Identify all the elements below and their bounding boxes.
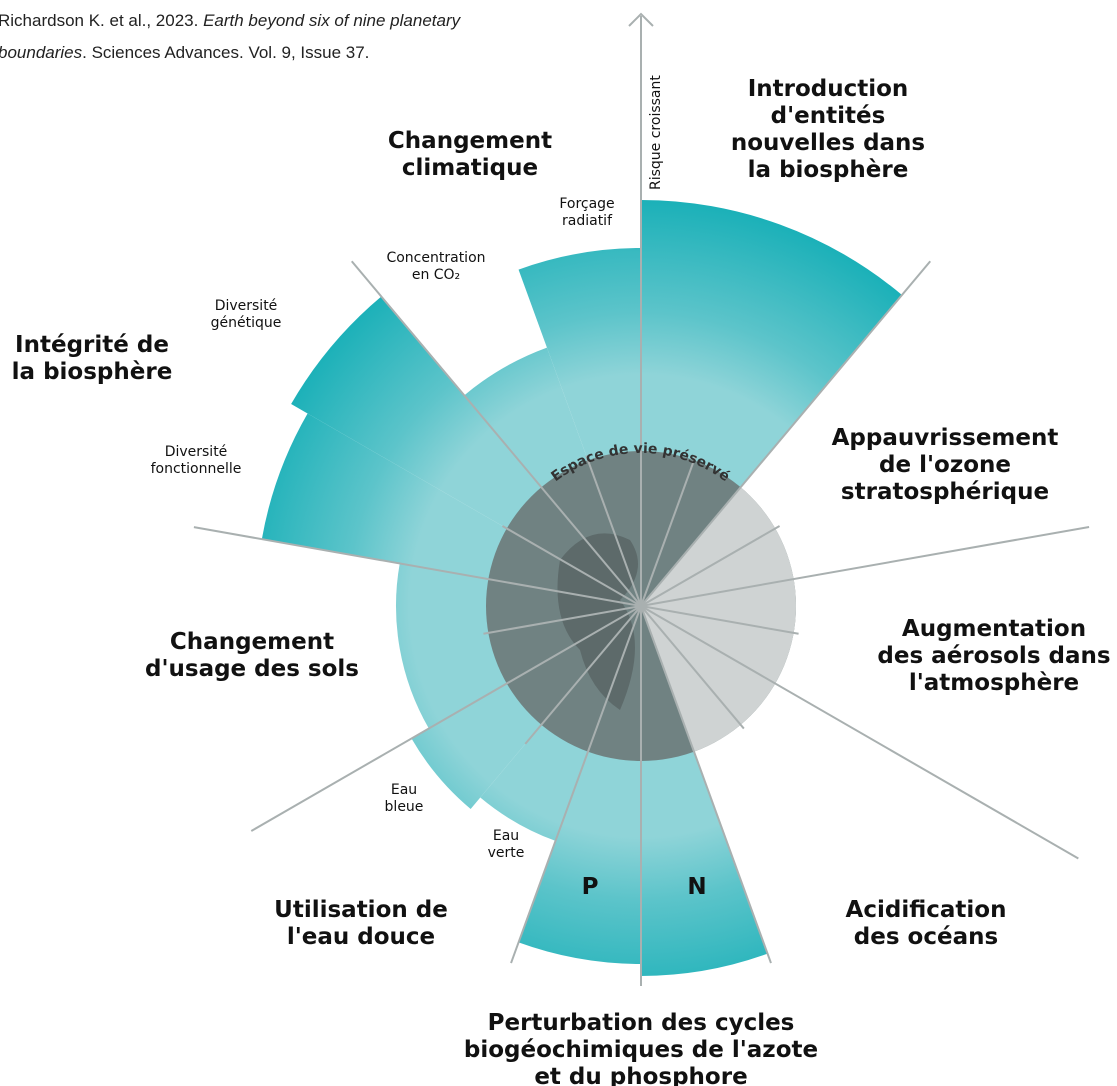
citation-title-end: boundaries [0, 43, 83, 62]
label: Diversité génétique [211, 298, 282, 331]
label: Augmentation des aérosols dans l'atmosphèr… [877, 616, 1110, 696]
boundary-line [640, 526, 1090, 607]
label-line: la biosphère [748, 157, 909, 183]
label-line: climatique [402, 155, 538, 181]
boundary-line [585, 455, 642, 607]
boundary-line [193, 526, 642, 607]
label-line: stratosphérique [841, 479, 1049, 505]
label-line: d'entités [771, 103, 886, 129]
label-line: des aérosols dans [877, 643, 1110, 669]
boundary-line [640, 525, 781, 607]
label: Utilisation de l'eau douce [274, 897, 448, 950]
label-line: en CO₂ [412, 267, 460, 283]
label-line: Eau [493, 828, 519, 844]
label-line: des océans [854, 924, 998, 950]
label-line: verte [488, 845, 525, 861]
label: Diversité fonctionnelle [151, 444, 242, 477]
label: Acidification des océans [846, 897, 1007, 950]
label-line: bleue [385, 799, 424, 815]
boundary-line [501, 525, 642, 607]
label-line: Changement [388, 128, 552, 154]
label: Perturbation des cycles biogéochimiques d… [464, 1010, 818, 1086]
label: Appauvrissement de l'ozone stratosphérique [832, 425, 1059, 505]
boundary-line [524, 605, 642, 745]
boundary-line [640, 605, 1079, 860]
label-line: Changement [170, 629, 334, 655]
label: Introduction d'entités nouvelles dans la bi… [731, 76, 925, 183]
boundary-line [640, 260, 932, 607]
boundary-line [510, 605, 642, 964]
citation-authors: Richardson K. et al., 2023. [0, 11, 203, 30]
label: Forçage radiatif [559, 196, 614, 229]
label: Intégrité de la biosphère [12, 332, 173, 385]
boundary-line [250, 605, 642, 832]
citation-2: boundaries. Sciences Advances. Vol. 9, I… [0, 43, 369, 62]
label-line: fonctionnelle [151, 461, 242, 477]
label-line: Forçage [559, 196, 614, 212]
label-line: l'atmosphère [909, 670, 1079, 696]
boundary-line [640, 605, 745, 730]
label-line: Perturbation des cycles [488, 1010, 795, 1036]
boundary-line [640, 605, 772, 964]
label-line: Diversité [165, 444, 228, 460]
citation-title: Earth beyond six of nine planetary [203, 11, 462, 30]
boundary-line [640, 605, 799, 635]
label-line: biogéochimiques de l'azote [464, 1037, 818, 1063]
citation-journal: . Sciences Advances. Vol. 9, Issue 37. [82, 43, 369, 62]
label-line: radiatif [562, 213, 613, 229]
axis-arrow [628, 12, 654, 27]
label-line: Intégrité de [15, 332, 169, 358]
label: Changement d'usage des sols [145, 629, 359, 682]
label: Eau verte [488, 828, 525, 861]
label: Eau bleue [385, 782, 424, 815]
label-line: de l'ozone [879, 452, 1011, 478]
label-line: Appauvrissement [832, 425, 1059, 451]
label-line: Augmentation [902, 616, 1086, 642]
label-line: l'eau douce [287, 924, 435, 950]
label-line: génétique [211, 315, 282, 331]
axis-label: Risque croissant [648, 75, 664, 190]
citation: Richardson K. et al., 2023. Earth beyond… [0, 11, 462, 30]
label-line: et du phosphore [534, 1064, 747, 1086]
label-line: Concentration [386, 250, 485, 266]
label-line: Acidification [846, 897, 1007, 923]
boundary-line [483, 605, 642, 635]
label-line: la biosphère [12, 359, 173, 385]
label-line: Diversité [215, 298, 278, 314]
boundary-line [640, 455, 697, 607]
label: Changement climatique [388, 128, 552, 181]
boundary-line [350, 260, 642, 607]
label-line: Introduction [748, 76, 909, 102]
label-line: d'usage des sols [145, 656, 359, 682]
label-line: nouvelles dans [731, 130, 925, 156]
label: Concentration en CO₂ [386, 250, 485, 283]
p-label: P [582, 874, 599, 900]
n-label: N [687, 874, 706, 900]
label-line: Eau [391, 782, 417, 798]
label-line: Utilisation de [274, 897, 448, 923]
